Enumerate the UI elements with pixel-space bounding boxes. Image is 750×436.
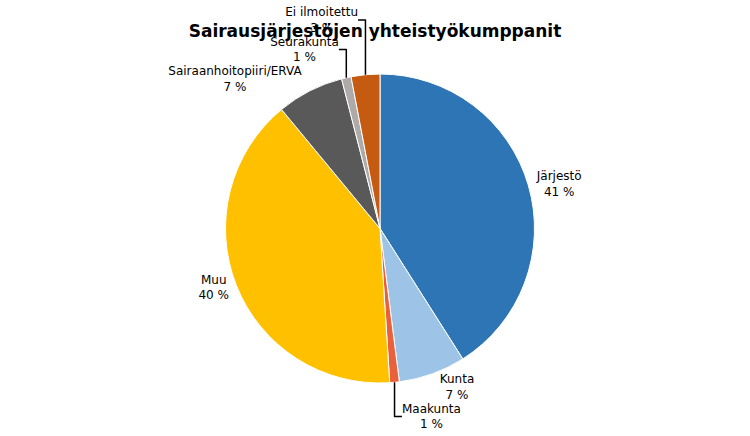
svg-text:Järjestö41 %: Järjestö41 %: [536, 169, 582, 199]
svg-text:Sairaanhoitopiiri/ERVA7 %: Sairaanhoitopiiri/ERVA7 %: [168, 64, 302, 94]
svg-text:Muu40 %: Muu40 %: [198, 273, 229, 303]
svg-text:Maakunta1 %: Maakunta1 %: [402, 402, 461, 432]
svg-text:Sairausjärjestöjen yhteistyöku: Sairausjärjestöjen yhteistyökumppanit: [189, 21, 562, 41]
svg-text:Kunta7 %: Kunta7 %: [440, 372, 475, 402]
svg-text:Ei ilmoitettu3 %: Ei ilmoitettu3 %: [285, 5, 358, 35]
svg-text:Seurakunta1 %: Seurakunta1 %: [270, 35, 339, 65]
